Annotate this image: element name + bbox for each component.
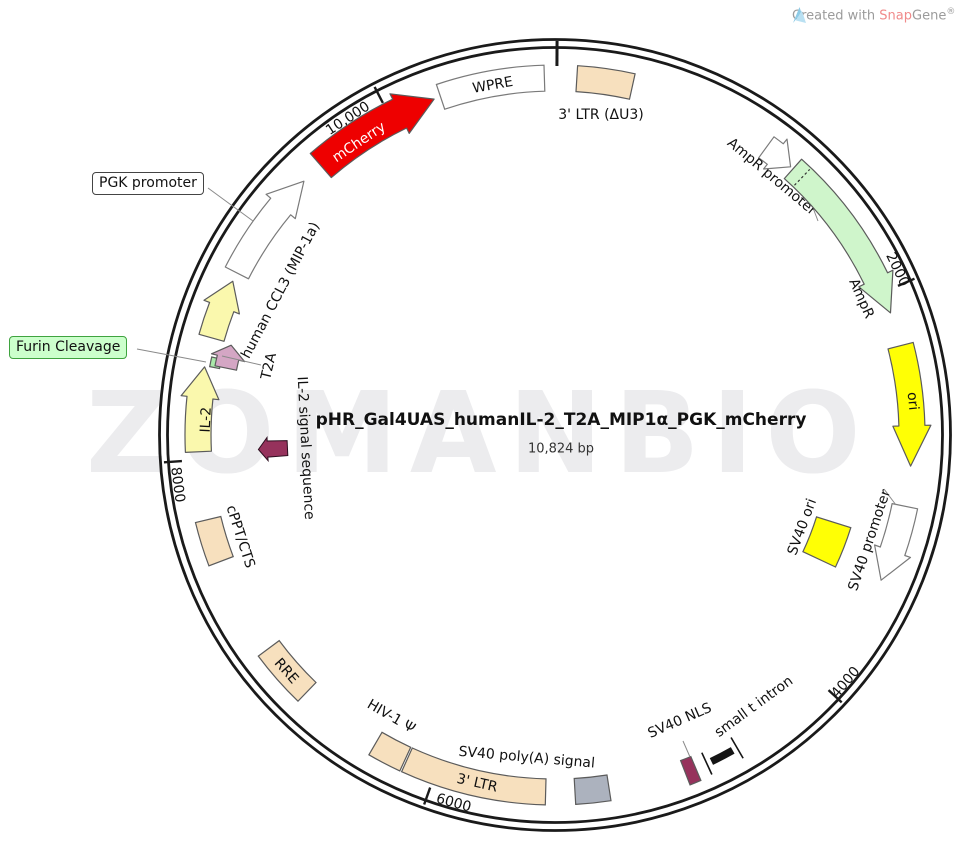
credit-brand-snap: Snap [879, 8, 913, 24]
plasmid-title: pHR_Gal4UAS_humanIL-2_T2A_MIP1α_PGK_mChe… [315, 410, 807, 430]
plasmid-backbone-outer [158, 38, 952, 832]
snapgene-logo-icon [793, 7, 806, 23]
3-ltr-u3-feature[interactable] [575, 65, 636, 100]
sv40-poly-a-signal-feature[interactable] [573, 774, 612, 806]
ampr-feature[interactable] [783, 158, 894, 314]
sv40-promoter-feature[interactable] [874, 503, 919, 581]
sv40-nls-label: SV40 NLS [646, 700, 715, 742]
position-tick-6000 [423, 787, 432, 805]
plasmid-backbone-inner [166, 46, 944, 824]
position-tick-4000 [827, 689, 843, 704]
credit-brand-gene: Gene [912, 8, 947, 24]
hiv-1-feature[interactable] [368, 731, 412, 772]
rre-feature[interactable] [257, 639, 317, 703]
human-ccl3-mip-1a-feature[interactable] [198, 280, 240, 342]
ori-feature[interactable] [887, 341, 932, 467]
pgk-promoter-leader-line [207, 187, 254, 222]
t2a-label: T2A [258, 351, 280, 382]
plasmid-size: 10,824 bp [527, 441, 595, 457]
mcherry-feature[interactable] [309, 93, 435, 179]
small-t-intron-label: small t intron [712, 673, 796, 741]
il-2-signal-sequence-feature[interactable] [257, 436, 289, 463]
snapgene-credit: Created with SnapGene® [792, 7, 955, 23]
3-ltr-u3-label: 3' LTR (ΔU3) [558, 107, 643, 123]
t2a-leader-line [221, 355, 262, 366]
position-tick-label-8000: 8000 [167, 466, 188, 503]
small-t-intron-bracket-0 [730, 737, 744, 759]
ori-label: ori [904, 391, 922, 411]
sv40-nls-leader-line [682, 740, 691, 758]
credit-text: Created with SnapGene® [792, 7, 955, 23]
cppt-cts-feature[interactable] [194, 515, 234, 567]
wpre-feature[interactable] [435, 64, 546, 110]
sv40-poly-a-signal-label: SV40 poly(A) signal [458, 744, 596, 772]
sv40-nls-feature[interactable] [679, 755, 702, 786]
3-ltr-feature[interactable] [400, 747, 547, 806]
small-t-intron-feature[interactable] [709, 747, 735, 765]
il-2-signal-sequence-label: IL-2 signal sequence [294, 376, 317, 520]
pgk-promoter-feature[interactable] [224, 180, 305, 280]
credit-registered-mark: ® [946, 7, 956, 17]
hiv-1-label: HIV-1 Ψ [364, 696, 418, 736]
position-tick-10-000 [373, 86, 384, 104]
position-tick-8000 [163, 459, 182, 464]
furin-cleavage-label[interactable]: Furin Cleavage [9, 336, 128, 360]
furin-cleavage-leader-line [136, 348, 207, 363]
il-2-feature[interactable] [180, 366, 220, 453]
ampr-promoter-feature[interactable] [758, 136, 792, 170]
small-t-intron-bracket-1 [701, 752, 713, 775]
sv40-ori-feature[interactable] [802, 516, 852, 568]
sv40-promoter-leader-line [883, 488, 897, 506]
cppt-cts-label: cPPT/CTS [223, 503, 258, 570]
ampr-boundary-dash [794, 168, 811, 186]
position-tick-label-4000: 4000 [828, 664, 863, 702]
pgk-promoter-label[interactable]: PGK promoter [92, 172, 204, 196]
position-tick-2000 [897, 277, 915, 287]
credit-prefix: Created with [792, 8, 880, 24]
il-2-label: IL-2 [198, 407, 215, 433]
wpre-label: WPRE [471, 74, 514, 97]
